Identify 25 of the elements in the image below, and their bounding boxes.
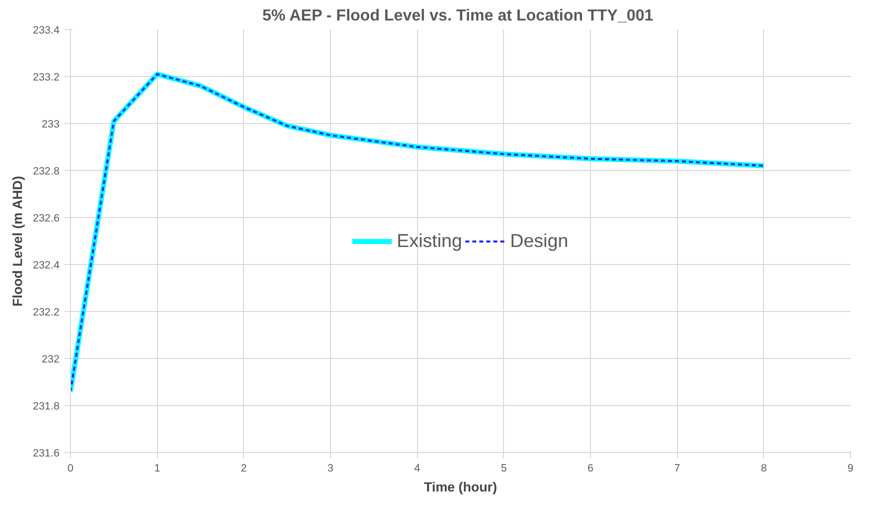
legend-label: Design xyxy=(510,230,568,252)
y-tick-label: 232.8 xyxy=(32,166,60,178)
y-tick-label: 232.6 xyxy=(32,212,60,224)
x-tick-label: 5 xyxy=(500,462,507,474)
y-tick-label: 232.2 xyxy=(32,306,60,318)
chart-title: 5% AEP - Flood Level vs. Time at Location TTY_001 xyxy=(262,8,654,24)
y-tick-label: 233.2 xyxy=(32,72,60,84)
y-tick-label: 232.4 xyxy=(32,260,60,272)
y-tick-label: 233 xyxy=(42,118,60,130)
x-tick-label: 6 xyxy=(588,462,594,474)
x-tick-label: 8 xyxy=(760,462,767,474)
x-tick-label: 4 xyxy=(414,462,420,474)
x-axis-title: Time (hour) xyxy=(424,480,498,494)
x-tick-label: 9 xyxy=(848,462,854,474)
y-tick-label: 233.4 xyxy=(32,24,60,36)
x-tick-label: 0 xyxy=(68,462,74,474)
y-tick-label: 231.6 xyxy=(32,448,60,460)
y-tick-label: 231.8 xyxy=(32,400,60,412)
y-axis-title: Flood Level (m AHD) xyxy=(10,176,25,307)
x-tick-label: 3 xyxy=(328,462,334,474)
legend-label: Existing xyxy=(396,230,462,252)
x-tick-label: 1 xyxy=(154,462,160,474)
x-tick-label: 7 xyxy=(674,462,680,474)
x-tick-label: 2 xyxy=(240,462,247,474)
y-tick-label: 232 xyxy=(42,354,60,366)
